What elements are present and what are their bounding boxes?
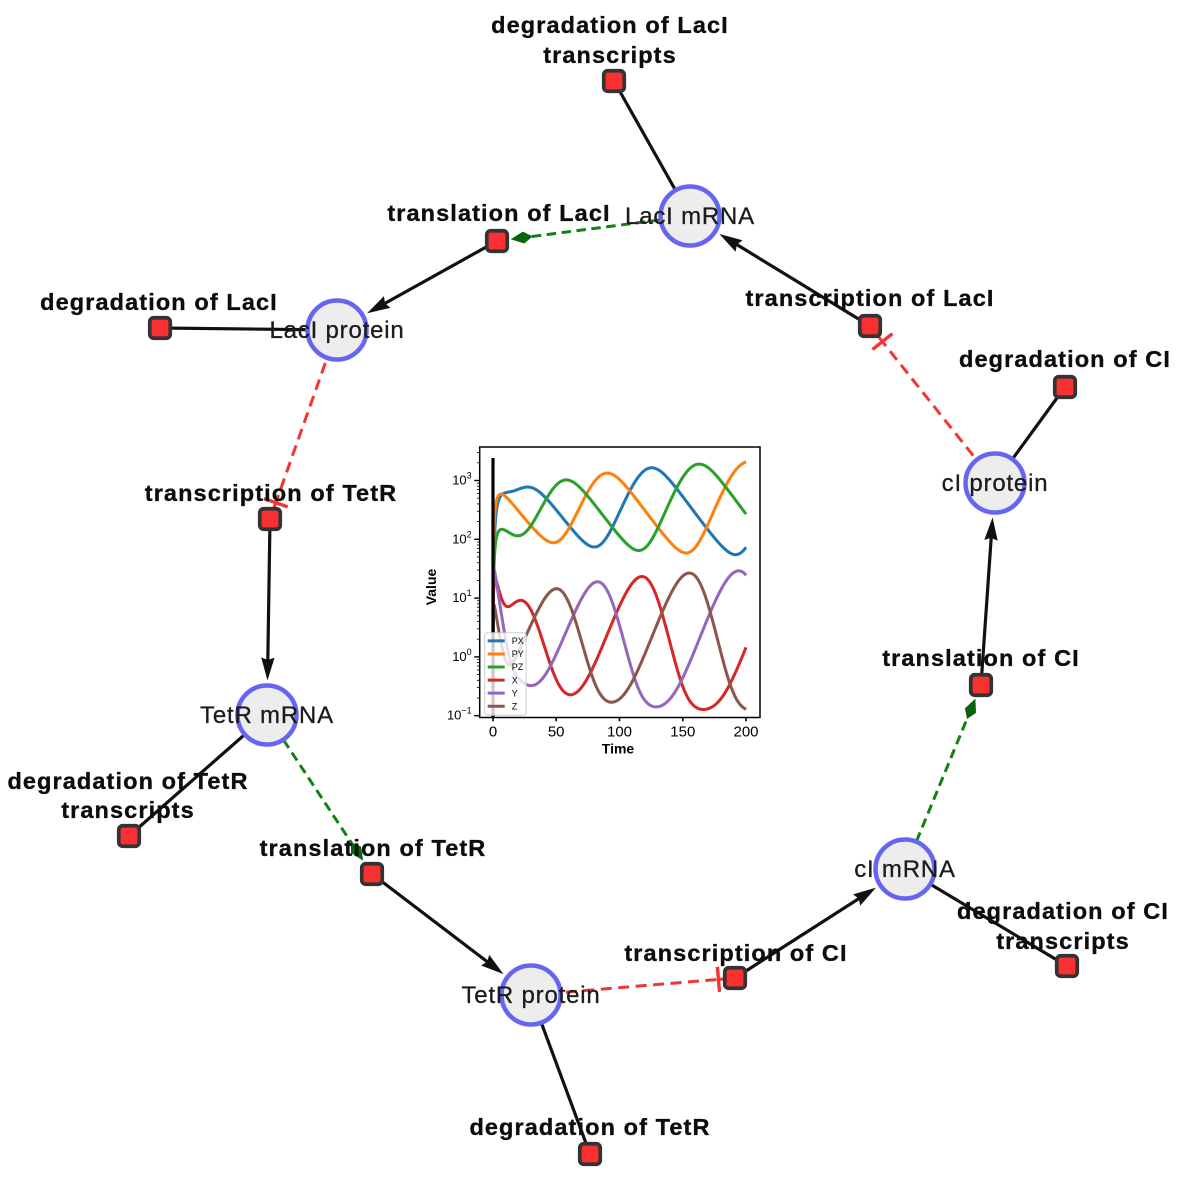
svg-text:PZ: PZ (512, 662, 524, 672)
svg-text:LacI protein: LacI protein (269, 317, 404, 344)
svg-text:100: 100 (607, 724, 632, 741)
svg-text:Value: Value (423, 569, 439, 606)
svg-text:translation of LacI: translation of LacI (387, 200, 610, 226)
svg-text:transcription of TetR: transcription of TetR (145, 480, 397, 506)
svg-text:200: 200 (733, 724, 758, 741)
svg-text:degradation of CI: degradation of CI (959, 346, 1171, 372)
svg-text:translation of CI: translation of CI (882, 645, 1080, 671)
svg-text:Time: Time (602, 741, 635, 757)
svg-text:cI protein: cI protein (942, 470, 1049, 497)
svg-text:transcripts: transcripts (543, 42, 677, 68)
svg-text:TetR mRNA: TetR mRNA (200, 702, 334, 729)
svg-text:transcripts: transcripts (61, 797, 195, 823)
svg-text:transcripts: transcripts (996, 928, 1130, 954)
svg-text:103: 103 (452, 471, 471, 488)
svg-text:degradation of TetR: degradation of TetR (469, 1114, 710, 1140)
svg-text:degradation of TetR: degradation of TetR (7, 768, 248, 794)
svg-text:cI mRNA: cI mRNA (854, 856, 956, 883)
svg-text:degradation of LacI: degradation of LacI (40, 289, 278, 315)
svg-text:X: X (512, 675, 518, 685)
svg-text:Z: Z (512, 701, 518, 711)
svg-text:LacI mRNA: LacI mRNA (625, 203, 755, 230)
svg-text:50: 50 (548, 724, 565, 741)
svg-text:transcription of CI: transcription of CI (624, 940, 847, 966)
svg-text:Y: Y (512, 688, 518, 698)
svg-text:101: 101 (452, 588, 471, 605)
svg-text:translation of TetR: translation of TetR (260, 835, 487, 861)
svg-text:100: 100 (452, 647, 471, 664)
svg-text:degradation of CI: degradation of CI (957, 898, 1169, 924)
svg-text:0: 0 (489, 724, 497, 741)
svg-text:150: 150 (670, 724, 695, 741)
svg-text:TetR protein: TetR protein (462, 982, 601, 1009)
svg-text:PX: PX (512, 636, 524, 646)
svg-text:PY: PY (512, 649, 524, 659)
svg-text:degradation of LacI: degradation of LacI (491, 12, 729, 38)
svg-text:10−1: 10−1 (447, 706, 472, 723)
svg-text:102: 102 (452, 529, 471, 546)
svg-text:transcription of LacI: transcription of LacI (746, 285, 995, 311)
